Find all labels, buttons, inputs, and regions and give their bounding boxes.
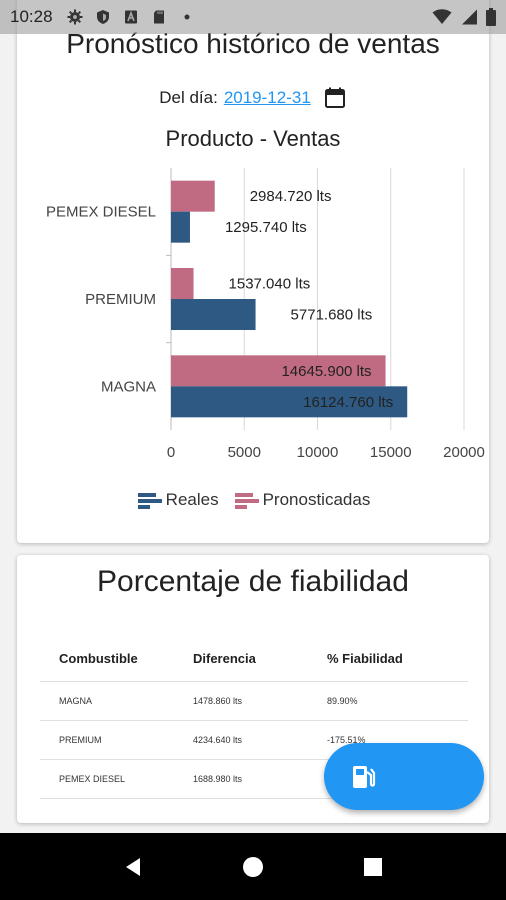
- bar-reales: [171, 299, 256, 330]
- bar-data-label: 1295.740 lts: [225, 219, 307, 236]
- cell-diferencia: 1688.980 lts: [193, 759, 327, 799]
- bar-pronosticadas: [171, 355, 386, 387]
- y-category-label: PREMIUM: [85, 291, 156, 308]
- table-row: MAGNA 1478.860 lts 89.90%: [40, 681, 468, 721]
- status-notification-icons: [67, 9, 195, 25]
- status-time: 10:28: [10, 7, 53, 26]
- cell-diferencia: 4234.640 lts: [193, 720, 327, 760]
- status-system-icons: [432, 8, 496, 26]
- bar-data-label: 5771.680 lts: [291, 307, 373, 324]
- x-tick-label: 10000: [297, 444, 339, 461]
- fuel-pump-icon: [353, 765, 376, 788]
- x-tick-label: 15000: [370, 444, 412, 461]
- cell-combustible: PEMEX DIESEL: [40, 759, 193, 799]
- legend-label-pronosticadas: Pronosticadas: [262, 490, 371, 509]
- status-bar: 10:28: [0, 0, 506, 34]
- battery-icon: [486, 8, 496, 26]
- legend-item-reales: Reales: [136, 490, 219, 510]
- cell-combustible: MAGNA: [40, 681, 193, 721]
- recents-icon[interactable]: [361, 855, 385, 879]
- date-label: Del día:: [159, 88, 218, 107]
- column-header-diferencia: Diferencia: [193, 637, 327, 682]
- y-category-label: PEMEX DIESEL: [46, 204, 156, 221]
- legend-swatch-pronosticadas: [234, 493, 259, 509]
- chart-title: Producto - Ventas: [165, 126, 341, 151]
- sales-bar-chart: 0 5000 10000 15000 20000 PEMEX DIESEL 2984.720…: [46, 168, 485, 461]
- cell-combustible: PREMIUM: [40, 720, 193, 760]
- reliability-title: Porcentaje de fiabilidad: [97, 565, 409, 598]
- date-row: Del día: 2019-12-31: [17, 86, 489, 110]
- bar-reales: [171, 386, 408, 418]
- bar-data-label: 1537.040 lts: [229, 276, 311, 293]
- bar-data-label: 2984.720 lts: [250, 188, 332, 205]
- dot-icon: [184, 14, 190, 20]
- legend-swatch-reales: [137, 493, 162, 509]
- column-header-combustible: Combustible: [40, 637, 193, 682]
- font-app-icon: [124, 10, 137, 24]
- wifi-icon: [432, 9, 452, 24]
- x-tick-label: 0: [167, 444, 175, 461]
- fuel-fab-button[interactable]: [324, 743, 484, 810]
- bar-reales: [171, 211, 190, 243]
- y-category-label: MAGNA: [101, 378, 156, 395]
- table-header-row: Combustible Diferencia % Fiabilidad: [40, 637, 468, 682]
- calendar-icon[interactable]: [323, 86, 347, 110]
- back-icon[interactable]: [121, 855, 145, 879]
- bar-pronosticadas: [171, 180, 215, 212]
- bar-data-label: 16124.760 lts: [303, 394, 393, 411]
- gear-icon: [67, 9, 83, 25]
- bar-pronosticadas: [171, 268, 194, 299]
- legend-label-reales: Reales: [165, 490, 219, 509]
- forecast-card: Pronóstico histórico de ventas Del día: …: [17, 0, 489, 543]
- chart-legend: Reales Pronosticadas: [17, 490, 489, 510]
- shield-icon: [96, 10, 109, 24]
- x-tick-label: 20000: [443, 444, 485, 461]
- legend-item-pronosticadas: Pronosticadas: [233, 490, 371, 510]
- sd-card-icon: [153, 10, 164, 24]
- x-tick-label: 5000: [228, 444, 261, 461]
- column-header-fiabilidad: % Fiabilidad: [327, 637, 468, 682]
- bar-data-label: 14645.900 lts: [281, 363, 371, 380]
- system-nav-bar: [0, 833, 506, 900]
- cell-fiabilidad: 89.90%: [327, 681, 468, 721]
- cell-diferencia: 1478.860 lts: [193, 681, 327, 721]
- home-icon[interactable]: [241, 855, 265, 879]
- signal-icon: [462, 9, 477, 25]
- date-link[interactable]: 2019-12-31: [223, 88, 311, 107]
